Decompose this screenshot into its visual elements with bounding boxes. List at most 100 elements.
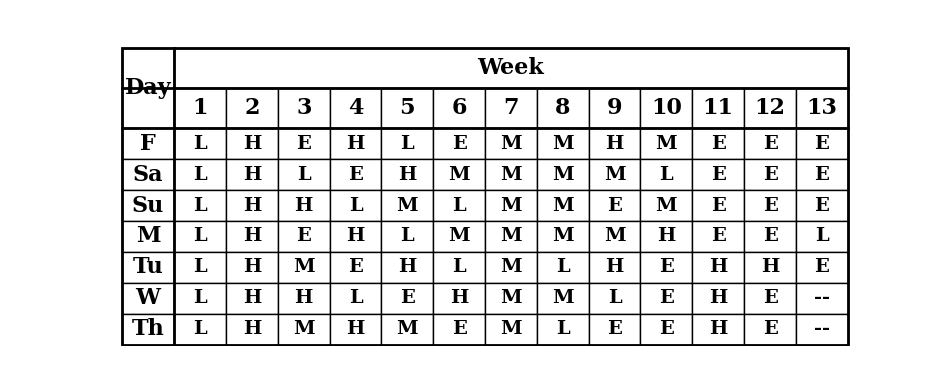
Text: M: M	[552, 289, 573, 307]
Text: L: L	[349, 196, 362, 215]
Text: M: M	[552, 166, 573, 184]
Bar	[796, 314, 848, 345]
Bar	[485, 314, 537, 345]
Bar	[381, 159, 433, 190]
Text: H: H	[346, 320, 365, 338]
Bar	[381, 314, 433, 345]
Bar	[329, 190, 381, 221]
Text: 1: 1	[192, 97, 208, 119]
Bar	[745, 314, 796, 345]
Text: 2: 2	[244, 97, 259, 119]
Text: M: M	[500, 289, 522, 307]
Text: E: E	[451, 135, 466, 153]
Bar	[122, 221, 174, 252]
Text: Su: Su	[131, 194, 165, 217]
Text: L: L	[193, 135, 207, 153]
Bar	[433, 314, 485, 345]
Text: L: L	[193, 258, 207, 277]
Bar	[692, 190, 745, 221]
Bar	[537, 314, 588, 345]
Bar	[174, 314, 226, 345]
Bar	[174, 128, 226, 159]
Text: H: H	[243, 135, 261, 153]
Bar	[537, 159, 588, 190]
Bar	[433, 88, 485, 128]
Bar	[329, 88, 381, 128]
Bar	[278, 190, 329, 221]
Bar	[278, 159, 329, 190]
Text: E: E	[348, 166, 363, 184]
Bar	[381, 221, 433, 252]
Text: Tu: Tu	[132, 256, 164, 279]
Bar	[588, 221, 640, 252]
Bar	[796, 221, 848, 252]
Text: L: L	[193, 166, 207, 184]
Bar	[433, 221, 485, 252]
Bar	[174, 252, 226, 283]
Bar	[122, 252, 174, 283]
Bar	[122, 190, 174, 221]
Bar	[537, 88, 588, 128]
Text: E: E	[815, 166, 830, 184]
Bar	[433, 252, 485, 283]
Bar	[588, 190, 640, 221]
Text: W: W	[135, 287, 161, 309]
Text: H: H	[709, 289, 727, 307]
Text: E: E	[659, 258, 674, 277]
Text: M: M	[500, 166, 522, 184]
Text: E: E	[348, 258, 363, 277]
Text: M: M	[552, 196, 573, 215]
Text: M: M	[500, 258, 522, 277]
Text: E: E	[659, 320, 674, 338]
Bar	[278, 252, 329, 283]
Text: Week: Week	[478, 57, 544, 79]
Text: L: L	[297, 166, 310, 184]
Bar	[226, 190, 278, 221]
Text: M: M	[656, 196, 677, 215]
Bar	[381, 128, 433, 159]
Bar	[640, 190, 692, 221]
Bar	[278, 128, 329, 159]
Text: E: E	[762, 320, 778, 338]
Bar	[485, 283, 537, 314]
Bar	[122, 159, 174, 190]
Bar	[796, 190, 848, 221]
Text: H: H	[243, 258, 261, 277]
Text: L: L	[556, 258, 569, 277]
Bar	[485, 88, 537, 128]
Text: H: H	[450, 289, 468, 307]
Bar	[537, 252, 588, 283]
Text: E: E	[710, 196, 726, 215]
Text: M: M	[500, 135, 522, 153]
Bar	[174, 190, 226, 221]
Bar	[174, 221, 226, 252]
Text: E: E	[296, 228, 311, 245]
Bar	[588, 88, 640, 128]
Bar	[329, 314, 381, 345]
Bar	[485, 221, 537, 252]
Bar	[745, 88, 796, 128]
Bar	[174, 48, 848, 88]
Text: E: E	[710, 228, 726, 245]
Bar	[278, 283, 329, 314]
Text: 10: 10	[651, 97, 682, 119]
Bar	[745, 128, 796, 159]
Bar	[692, 88, 745, 128]
Text: M: M	[604, 166, 625, 184]
Bar	[226, 221, 278, 252]
Text: M: M	[293, 320, 314, 338]
Text: L: L	[193, 196, 207, 215]
Bar	[278, 221, 329, 252]
Text: L: L	[452, 196, 466, 215]
Bar	[122, 48, 174, 128]
Text: E: E	[296, 135, 311, 153]
Bar	[381, 88, 433, 128]
Text: L: L	[349, 289, 362, 307]
Text: M: M	[500, 228, 522, 245]
Text: M: M	[656, 135, 677, 153]
Bar	[174, 283, 226, 314]
Bar	[174, 159, 226, 190]
Text: Th: Th	[131, 318, 165, 340]
Bar	[278, 314, 329, 345]
Text: L: L	[193, 289, 207, 307]
